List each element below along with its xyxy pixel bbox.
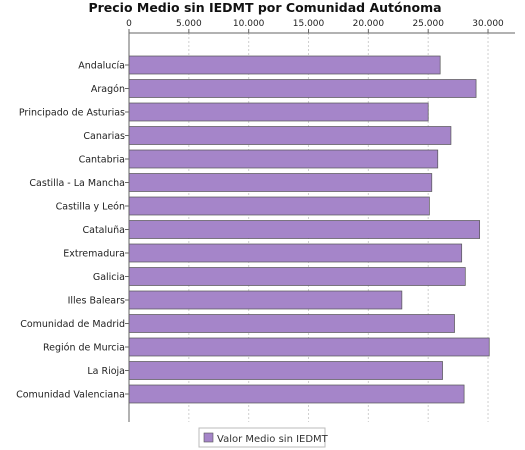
x-tick-label: 15.000 [293,19,325,29]
category-label: Galicia [93,272,125,283]
bar[interactable] [128,126,452,145]
category-label: Extremadura [63,249,125,260]
x-tick-label: 30.000 [472,19,504,29]
bar[interactable] [128,384,465,404]
bar[interactable] [128,267,466,286]
category-label: Cantabria [79,155,125,166]
bar[interactable] [128,55,441,75]
category-label: Comunidad Valenciana [16,390,125,401]
legend-label: Valor Medio sin IEDMT [217,434,329,445]
x-tick-label: 5.000 [176,19,202,29]
category-label: Cataluña [82,225,125,236]
bar[interactable] [128,196,430,216]
x-tick-label: 25.000 [412,19,444,29]
bar[interactable] [128,243,463,263]
category-label: Castilla y León [56,202,125,213]
bar[interactable] [128,220,481,239]
category-label: Región de Murcia [43,343,125,354]
bar[interactable] [128,149,439,169]
category-label: Comunidad de Madrid [20,319,125,330]
chart-title: Precio Medio sin IEDMT por Comunidad Aut… [88,0,441,15]
bar[interactable] [128,79,477,98]
bar[interactable] [128,290,403,310]
bar[interactable] [128,361,443,380]
legend[interactable]: Valor Medio sin IEDMT [198,427,329,448]
legend-swatch [203,432,214,443]
category-label: Castilla - La Mancha [29,178,125,189]
category-label: Aragón [91,84,125,95]
x-axis: 0 5.000 10.000 15.000 20.000 25.000 30.000 [126,19,515,34]
bar[interactable] [128,102,429,122]
category-label: La Rioja [87,366,125,377]
category-label: Principado de Asturias [19,108,125,119]
x-tick-label: 10.000 [233,19,265,29]
bars [128,55,490,404]
category-label: Canarias [83,131,125,142]
category-label: Andalucía [78,61,125,72]
category-label: Illes Balears [68,296,125,307]
bar[interactable] [128,314,455,333]
y-axis: Andalucía Aragón Principado de Asturias Can… [16,61,129,401]
bar[interactable] [128,337,490,357]
x-tick-label: 20.000 [353,19,385,29]
x-tick-label: 0 [126,19,132,29]
bar[interactable] [128,173,433,192]
